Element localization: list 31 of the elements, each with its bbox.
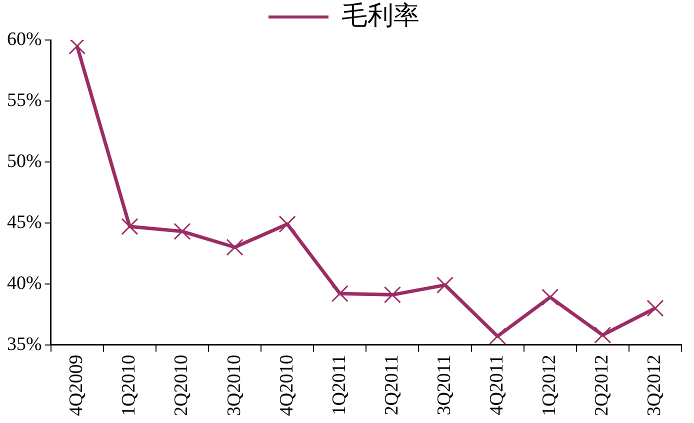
y-tick-label: 55% xyxy=(7,90,42,111)
x-tick-label: 4Q2009 xyxy=(66,354,88,416)
y-tick-label: 60% xyxy=(7,28,42,50)
x-tick-label: 1Q2010 xyxy=(118,354,140,416)
point xyxy=(174,222,191,240)
point xyxy=(594,326,612,344)
y-tick-label: 35% xyxy=(7,334,42,355)
x-tick-label: 2Q2010 xyxy=(171,354,192,416)
x-tick-label: 1Q2012 xyxy=(539,354,560,416)
x-tick-label: 2Q2011 xyxy=(381,354,402,416)
point xyxy=(436,276,454,294)
point xyxy=(384,286,401,304)
x-tick-label: 4Q2011 xyxy=(486,354,508,416)
y-tick-label: 50% xyxy=(7,150,42,172)
legend-label: 毛利率 xyxy=(342,0,420,30)
point xyxy=(331,285,348,302)
x-tick-label: 4Q2010 xyxy=(276,354,298,416)
point xyxy=(68,40,86,55)
y-tick-label: 45% xyxy=(7,212,42,233)
point xyxy=(542,288,559,306)
x-tick-label: 1Q2011 xyxy=(328,354,350,416)
point xyxy=(278,216,296,233)
point xyxy=(646,300,664,317)
point xyxy=(121,218,138,236)
x-tick-label: 3Q2010 xyxy=(224,354,245,416)
x-tick-label: 2Q2012 xyxy=(592,354,613,416)
point xyxy=(489,328,506,345)
x-tick-label: 3Q2012 xyxy=(644,354,666,416)
point xyxy=(226,238,244,256)
x-tick-label: 3Q2011 xyxy=(434,354,455,416)
y-tick-label: 40% xyxy=(7,272,42,294)
